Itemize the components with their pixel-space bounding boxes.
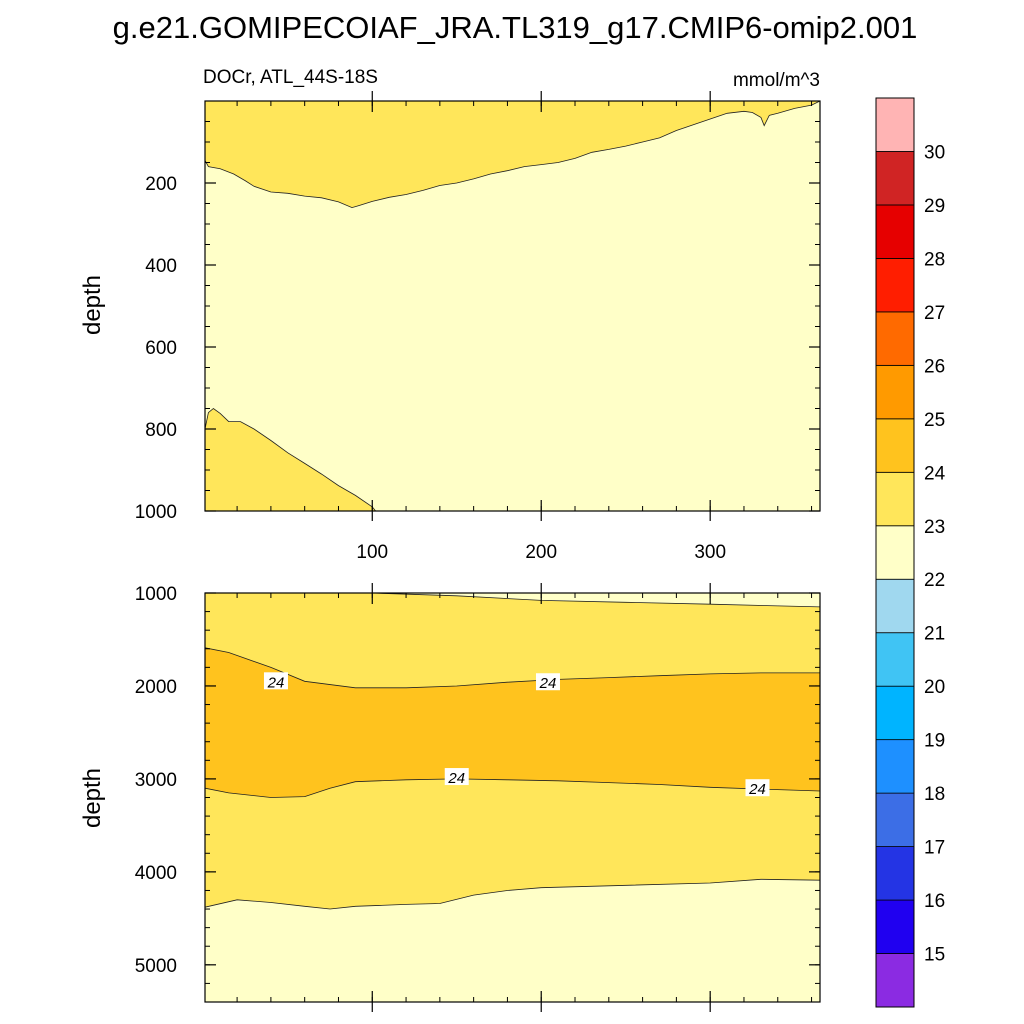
colorbar-swatch (875, 258, 915, 313)
upper-panel: 200 400 600 800 1000 100 200 300 depth (79, 91, 821, 563)
colorbar-frame (875, 97, 915, 1008)
y-tick-label: 1000 (135, 502, 177, 523)
y-tick-label: 3000 (135, 770, 177, 791)
contour-line (204, 647, 820, 689)
colorbar-swatch (875, 685, 915, 741)
colorbar-swatch (875, 953, 915, 1008)
colorbar-swatch (875, 97, 915, 152)
y-axis-label: depth (79, 768, 106, 828)
colorbar-tick-label: 18 (924, 784, 945, 805)
colorbar-swatch (875, 899, 915, 954)
colorbar-tick-label: 22 (924, 570, 945, 591)
units-label: mmol/m^3 (733, 70, 820, 91)
colorbar-swatch (875, 739, 915, 794)
colorbar-swatch (875, 311, 915, 366)
colorbar-swatch (875, 151, 915, 206)
contour-label-box (444, 768, 469, 786)
contour-label-box (745, 779, 770, 797)
y-tick-label: 400 (145, 256, 177, 277)
colorbar-tick-label: 25 (924, 410, 945, 431)
x-tick-label: 100 (356, 542, 388, 563)
colorbar-swatch (875, 418, 915, 473)
colorbar-tick-label: 30 (924, 142, 945, 163)
contour-label: 24 (748, 781, 766, 798)
colorbar-swatch (875, 364, 915, 420)
y-tick-label: 800 (145, 420, 177, 441)
lower-panel: 24 24 24 24 1000 2000 3000 4000 5000 depth (79, 583, 821, 1012)
y-tick-label: 600 (145, 338, 177, 359)
contour-line (204, 100, 821, 209)
colorbar-swatch (875, 578, 915, 634)
colorbar-swatch (875, 471, 915, 527)
figure-title: g.e21.GOMIPECOIAF_JRA.TL319_g17.CMIP6-om… (113, 10, 918, 45)
contour-region-23-24 (205, 408, 376, 511)
contour-label-box (535, 673, 560, 691)
y-tick-label: 200 (145, 174, 177, 195)
colorbar-swatch (875, 525, 915, 580)
colorbar-tick-label: 28 (924, 249, 945, 270)
colorbar-swatch (875, 632, 915, 687)
contour-line (204, 407, 376, 512)
colorbar-tick-label: 27 (924, 303, 945, 324)
colorbar-tick-label: 20 (924, 677, 945, 698)
colorbar-swatch (875, 792, 915, 847)
y-tick-label: 1000 (135, 584, 177, 605)
colorbar-tick-label: 26 (924, 356, 945, 377)
colorbar-tick-label: 19 (924, 731, 945, 752)
y-tick-label: 2000 (135, 677, 177, 698)
contour-label: 24 (539, 675, 557, 692)
colorbar-tick-label: 23 (924, 517, 945, 538)
contour-line (204, 878, 821, 910)
y-tick-label: 4000 (135, 863, 177, 884)
colorbar-tick-label: 29 (924, 196, 945, 217)
contour-region-24-25 (205, 647, 820, 798)
colorbar-tick-label: 16 (924, 891, 945, 912)
contour-label-box (263, 672, 288, 690)
contour-region-23-24 (205, 101, 820, 208)
colorbar-tick-label: 17 (924, 838, 945, 859)
colorbar-swatch (875, 204, 915, 259)
colorbar: 15 16 17 18 19 20 21 22 23 24 25 26 27 28 29 30 (875, 97, 946, 1008)
variable-region-label: DOCr, ATL_44S-18S (203, 67, 378, 88)
contour-label: 24 (267, 674, 285, 691)
colorbar-tick-label: 21 (924, 624, 945, 645)
x-tick-label: 200 (525, 542, 557, 563)
y-axis-label: depth (79, 275, 106, 335)
colorbar-swatch (875, 846, 915, 901)
x-tick-label: 300 (694, 542, 726, 563)
contour-label: 24 (447, 770, 465, 787)
y-tick-label: 5000 (135, 956, 177, 977)
colorbar-tick-label: 24 (924, 463, 946, 484)
colorbar-tick-label: 15 (924, 945, 945, 966)
